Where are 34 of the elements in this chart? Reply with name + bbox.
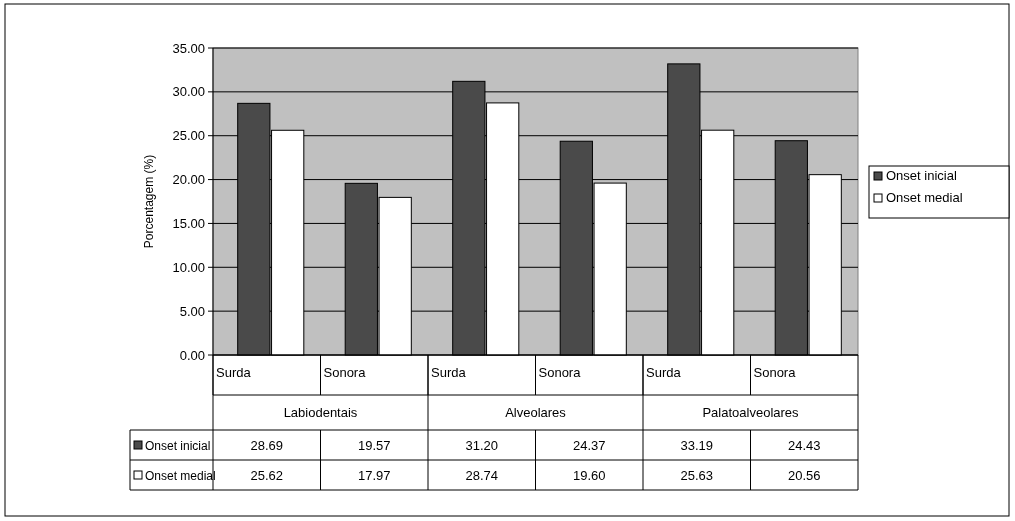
data-label: 19.57	[357, 438, 391, 453]
data-label: 33.19	[680, 438, 714, 453]
legend-label: Onset inicial	[886, 168, 957, 183]
y-axis-title: Porcentagem (%)	[142, 154, 156, 249]
data-label: 28.69	[250, 438, 284, 453]
y-tick-label: 25.00	[172, 128, 205, 144]
y-tick-label: 10.00	[172, 259, 205, 275]
y-tick-label: 30.00	[172, 84, 205, 100]
x-tick-label: Sonora	[323, 365, 367, 380]
y-tick-label: 20.00	[172, 172, 205, 188]
text: Onset inicial	[145, 439, 211, 453]
y-tick-label: 5.00	[179, 303, 205, 319]
data-label: 19.60	[572, 468, 606, 483]
text: Alveolares	[505, 405, 567, 420]
x-tick-label: Sonora	[753, 365, 797, 380]
y-tick-label: 15.00	[172, 215, 205, 231]
text: Palatoalveolares	[702, 405, 800, 420]
data-label: 24.43	[787, 438, 821, 453]
data-label: 24.37	[572, 438, 606, 453]
data-label: 25.63	[680, 468, 714, 483]
x-tick-label: Sonora	[538, 365, 582, 380]
legend-label: Onset medial	[886, 190, 963, 205]
data-label: 25.62	[250, 468, 284, 483]
data-label: 31.20	[465, 438, 499, 453]
data-label: 17.97	[357, 468, 391, 483]
y-tick-label: 35.00	[172, 40, 205, 56]
data-label: 28.74	[465, 468, 499, 483]
text: Labiodentais	[283, 405, 358, 420]
x-tick-label: Surda	[646, 365, 682, 380]
x-tick-label: Surda	[431, 365, 467, 380]
x-tick-label: Surda	[216, 365, 252, 380]
text: Onset medial	[145, 469, 216, 483]
y-tick-label: 0.00	[179, 347, 205, 363]
data-label: 20.56	[787, 468, 821, 483]
